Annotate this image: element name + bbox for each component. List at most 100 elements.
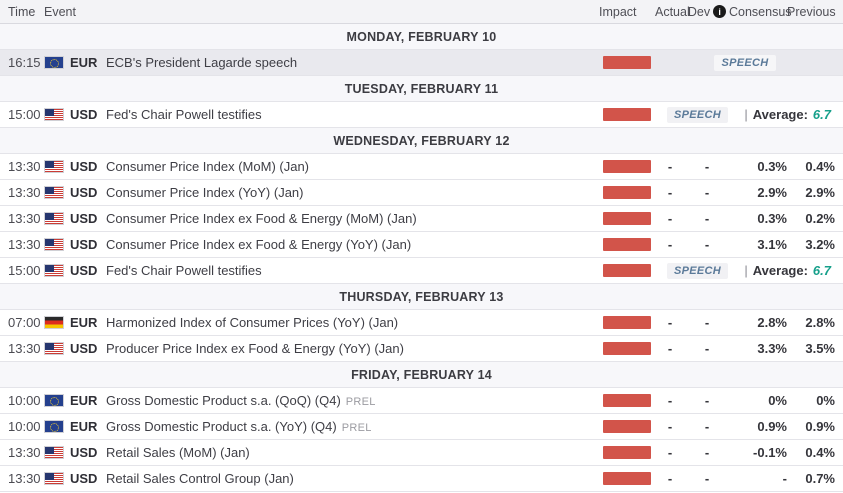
dev-label: Dev	[687, 4, 711, 19]
currency-code: USD	[70, 445, 98, 460]
previous-value: 0%	[816, 393, 835, 408]
previous-value: 0.9%	[805, 419, 835, 434]
impact-bar-high-icon	[603, 212, 651, 225]
speech-average: | Average: 6.7	[744, 263, 831, 278]
column-header-impact[interactable]: Impact	[599, 4, 637, 19]
event-name[interactable]: ECB's President Lagarde speech	[106, 55, 298, 70]
day-separator-thursday: THURSDAY, FEBRUARY 13	[0, 284, 843, 310]
us-flag-icon	[44, 160, 64, 173]
column-header-time[interactable]: Time	[8, 4, 36, 19]
impact-bar-high-icon	[603, 160, 651, 173]
deviation-value: -	[704, 419, 710, 434]
impact-bar-high-icon	[603, 420, 651, 433]
impact-bar-high-icon	[603, 264, 651, 277]
column-header-event[interactable]: Event	[44, 4, 76, 19]
speech-badge: SPEECH	[714, 54, 776, 71]
info-icon[interactable]: i	[713, 5, 727, 18]
consensus-value: 2.8%	[757, 315, 787, 330]
speech-badge: SPEECH	[667, 106, 729, 123]
table-row[interactable]: 16:15 EUR ECB's President Lagarde speech…	[0, 50, 843, 76]
table-row[interactable]: 10:00 EUR Gross Domestic Product s.a. (Q…	[0, 388, 843, 414]
us-flag-icon	[44, 342, 64, 355]
table-row[interactable]: 13:30 USD Consumer Price Index (YoY) (Ja…	[0, 180, 843, 206]
speech-cell: SPEECH | Average: 6.7	[655, 106, 835, 123]
table-row[interactable]: 15:00 USD Fed's Chair Powell testifies S…	[0, 102, 843, 128]
impact-cell	[599, 316, 655, 329]
event-time: 15:00	[8, 107, 41, 122]
event-name[interactable]: Retail Sales Control Group (Jan)	[106, 471, 294, 486]
table-row[interactable]: 13:30 USD Retail Sales (MoM) (Jan) - - -…	[0, 440, 843, 466]
event-name[interactable]: Gross Domestic Product s.a. (QoQ) (Q4) PR…	[106, 393, 376, 408]
impact-cell	[599, 160, 655, 173]
table-row[interactable]: 07:00 EUR Harmonized Index of Consumer P…	[0, 310, 843, 336]
divider: |	[744, 263, 748, 278]
event-time: 16:15	[8, 55, 41, 70]
actual-value: -	[667, 211, 673, 226]
impact-cell	[599, 342, 655, 355]
column-header-actual[interactable]: Actual	[655, 4, 690, 19]
actual-value: -	[667, 471, 673, 486]
table-row[interactable]: 10:00 EUR Gross Domestic Product s.a. (Y…	[0, 414, 843, 440]
consensus-value: 3.3%	[757, 341, 787, 356]
event-time: 13:30	[8, 445, 41, 460]
currency-code: USD	[70, 341, 98, 356]
deviation-value: -	[704, 393, 710, 408]
previous-value: 2.9%	[805, 185, 835, 200]
impact-cell	[599, 446, 655, 459]
day-separator-label: WEDNESDAY, FEBRUARY 12	[333, 133, 510, 148]
table-row[interactable]: 15:00 USD Fed's Chair Powell testifies S…	[0, 258, 843, 284]
event-name[interactable]: Fed's Chair Powell testifies	[106, 263, 262, 278]
event-time: 13:30	[8, 159, 41, 174]
table-row[interactable]: 13:30 USD Retail Sales Control Group (Ja…	[0, 466, 843, 492]
event-name[interactable]: Consumer Price Index ex Food & Energy (Y…	[106, 237, 412, 252]
event-name[interactable]: Producer Price Index ex Food & Energy (Y…	[106, 341, 404, 356]
event-name[interactable]: Fed's Chair Powell testifies	[106, 107, 262, 122]
day-separator-label: TUESDAY, FEBRUARY 11	[344, 81, 499, 96]
currency-code: USD	[70, 471, 98, 486]
column-header-dev[interactable]: Dev i	[685, 5, 729, 19]
average-label: Average:	[752, 107, 808, 122]
previous-value: 3.5%	[805, 341, 835, 356]
table-row[interactable]: 13:30 USD Consumer Price Index ex Food &…	[0, 206, 843, 232]
impact-cell	[599, 108, 655, 121]
previous-value: 0.7%	[805, 471, 835, 486]
us-flag-icon	[44, 212, 64, 225]
consensus-value: 2.9%	[757, 185, 787, 200]
preliminary-tag: PREL	[341, 422, 372, 434]
day-separator-monday: MONDAY, FEBRUARY 10	[0, 24, 843, 50]
day-separator-label: MONDAY, FEBRUARY 10	[346, 29, 497, 44]
actual-value: -	[667, 393, 673, 408]
column-header-consensus[interactable]: Consensus	[729, 4, 792, 19]
table-row[interactable]: 13:30 USD Consumer Price Index ex Food &…	[0, 232, 843, 258]
previous-value: 2.8%	[805, 315, 835, 330]
event-name[interactable]: Consumer Price Index (MoM) (Jan)	[106, 159, 309, 174]
currency-code: EUR	[70, 315, 98, 330]
column-header-previous[interactable]: Previous	[787, 4, 836, 19]
impact-bar-high-icon	[603, 186, 651, 199]
impact-bar-high-icon	[603, 56, 651, 69]
table-row[interactable]: 13:30 USD Consumer Price Index (MoM) (Ja…	[0, 154, 843, 180]
currency-code: USD	[70, 263, 98, 278]
currency-code: EUR	[70, 419, 98, 434]
table-row[interactable]: 13:30 USD Producer Price Index ex Food &…	[0, 336, 843, 362]
deviation-value: -	[704, 341, 710, 356]
actual-value: -	[667, 445, 673, 460]
deviation-value: -	[704, 445, 710, 460]
eu-flag-icon	[44, 394, 64, 407]
speech-average: | Average: 6.7	[744, 107, 831, 122]
event-name[interactable]: Consumer Price Index ex Food & Energy (M…	[106, 211, 417, 226]
event-name[interactable]: Gross Domestic Product s.a. (YoY) (Q4) PR…	[106, 419, 372, 434]
event-name[interactable]: Harmonized Index of Consumer Prices (YoY…	[106, 315, 399, 330]
actual-value: -	[667, 159, 673, 174]
event-time: 13:30	[8, 211, 41, 226]
consensus-value: -0.1%	[753, 445, 787, 460]
deviation-value: -	[704, 185, 710, 200]
event-time: 13:30	[8, 471, 41, 486]
event-name[interactable]: Consumer Price Index (YoY) (Jan)	[106, 185, 304, 200]
event-name[interactable]: Retail Sales (MoM) (Jan)	[106, 445, 250, 460]
impact-bar-high-icon	[603, 108, 651, 121]
day-separator-friday: FRIDAY, FEBRUARY 14	[0, 362, 843, 388]
currency-code: USD	[70, 159, 98, 174]
impact-cell	[599, 212, 655, 225]
event-time: 13:30	[8, 341, 41, 356]
